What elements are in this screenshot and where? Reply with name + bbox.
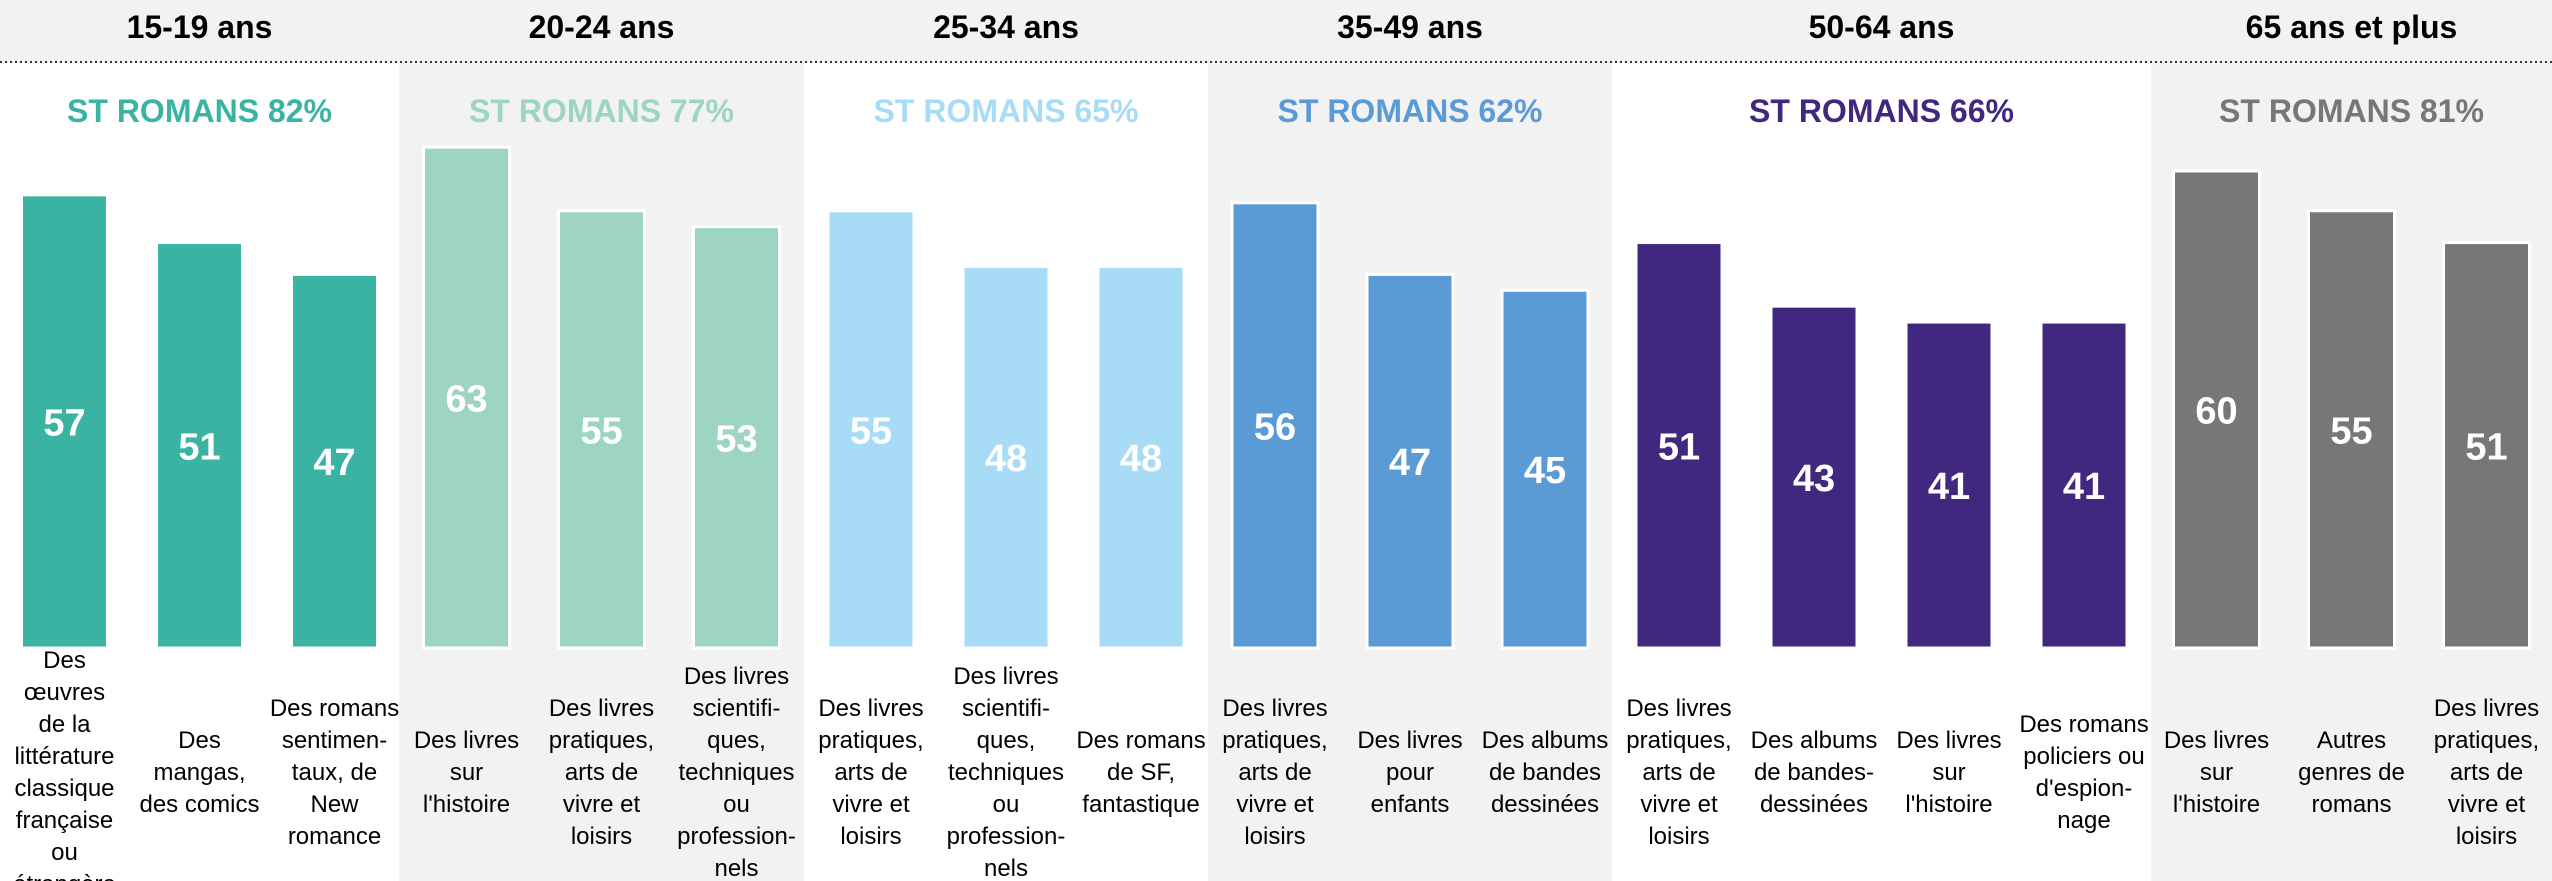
bar: [692, 225, 781, 650]
category-label: Des livres sur l'histoire: [1896, 727, 2002, 818]
bar: [290, 272, 379, 650]
bar: [961, 264, 1051, 650]
header-background: [0, 0, 399, 62]
bar: [1230, 201, 1320, 650]
panel-title: 25-34 ans: [933, 9, 1079, 45]
value-label: 48: [1120, 438, 1162, 480]
value-label: 55: [850, 410, 892, 452]
category-label: Des albums de bandes dessinées: [1481, 727, 1609, 818]
category-label: Des livres scientifi- ques, techniques o…: [946, 663, 1066, 881]
value-label: 45: [1524, 450, 1566, 492]
value-label: 47: [1389, 442, 1431, 484]
value-label: 41: [2063, 466, 2105, 508]
panel-subtitle: ST ROMANS 81%: [2219, 93, 2484, 129]
category-label: Des romans policiers ou d'espion- nage: [2019, 711, 2149, 834]
category-label: Des livres pratiques, arts de vivre et l…: [818, 695, 924, 850]
bar: [2307, 209, 2396, 650]
bar: [20, 193, 109, 650]
value-label: 51: [1658, 426, 1700, 468]
header-background: [2151, 0, 2552, 62]
value-label: 47: [313, 442, 355, 484]
header-background: [399, 0, 804, 62]
bar: [1769, 304, 1859, 650]
header-background: [1612, 0, 2151, 62]
bar: [2039, 320, 2129, 650]
category-label: Des livres pratiques, arts de vivre et l…: [548, 695, 655, 850]
panel-title: 50-64 ans: [1809, 9, 1955, 45]
bar: [1500, 288, 1590, 650]
panel-title: 20-24 ans: [529, 9, 675, 45]
category-label: Des livres sur l'histoire: [2163, 727, 2270, 818]
bar: [155, 241, 244, 650]
category-label: Des livres sur l'histoire: [413, 727, 520, 818]
panel-subtitle: ST ROMANS 77%: [469, 93, 734, 129]
bar: [1365, 272, 1455, 650]
value-label: 55: [2330, 410, 2372, 452]
category-label: Des livres pratiques, arts de vivre et l…: [1222, 695, 1328, 850]
category-label: Des romans sentimen- taux, de New romanc…: [269, 695, 400, 850]
category-label: Autres genres de romans: [2298, 727, 2405, 818]
category-label: Des livres pour enfants: [1357, 727, 1463, 818]
header-background: [1208, 0, 1612, 62]
value-label: 53: [715, 418, 757, 460]
value-label: 51: [178, 426, 220, 468]
bar: [826, 209, 916, 650]
category-label: Des mangas, des comics: [139, 727, 260, 818]
bar: [2172, 169, 2261, 650]
value-label: 41: [1928, 466, 1970, 508]
bar: [557, 209, 646, 650]
value-label: 51: [2465, 426, 2507, 468]
panel-subtitle: ST ROMANS 82%: [67, 93, 332, 129]
value-label: 43: [1793, 458, 1835, 500]
value-label: 55: [580, 410, 622, 452]
panel-subtitle: ST ROMANS 66%: [1749, 93, 2014, 129]
value-label: 63: [445, 379, 487, 421]
value-label: 56: [1254, 406, 1296, 448]
value-label: 57: [43, 402, 85, 444]
bar: [422, 145, 511, 650]
header-background: [804, 0, 1208, 62]
value-label: 60: [2195, 391, 2237, 433]
panel-title: 65 ans et plus: [2246, 9, 2458, 45]
value-label: 48: [985, 438, 1027, 480]
category-label: Des albums de bandes- dessinées: [1750, 727, 1878, 818]
category-label: Des livres pratiques, arts de vivre et l…: [2433, 695, 2540, 850]
category-label: Des livres pratiques, arts de vivre et l…: [1626, 695, 1732, 850]
bar: [1904, 320, 1994, 650]
bar: [1634, 241, 1724, 650]
panel-title: 35-49 ans: [1337, 9, 1483, 45]
bar: [1096, 264, 1186, 650]
bar: [2442, 241, 2531, 650]
category-label: Des œuvres de la littérature classique f…: [13, 647, 116, 881]
category-label: Des romans de SF, fantastique: [1076, 727, 1206, 818]
panel-subtitle: ST ROMANS 65%: [874, 93, 1139, 129]
category-label: Des livres scientifi- ques, techniques o…: [677, 663, 796, 881]
panel-title: 15-19 ans: [127, 9, 273, 45]
panel-subtitle: ST ROMANS 62%: [1278, 93, 1543, 129]
